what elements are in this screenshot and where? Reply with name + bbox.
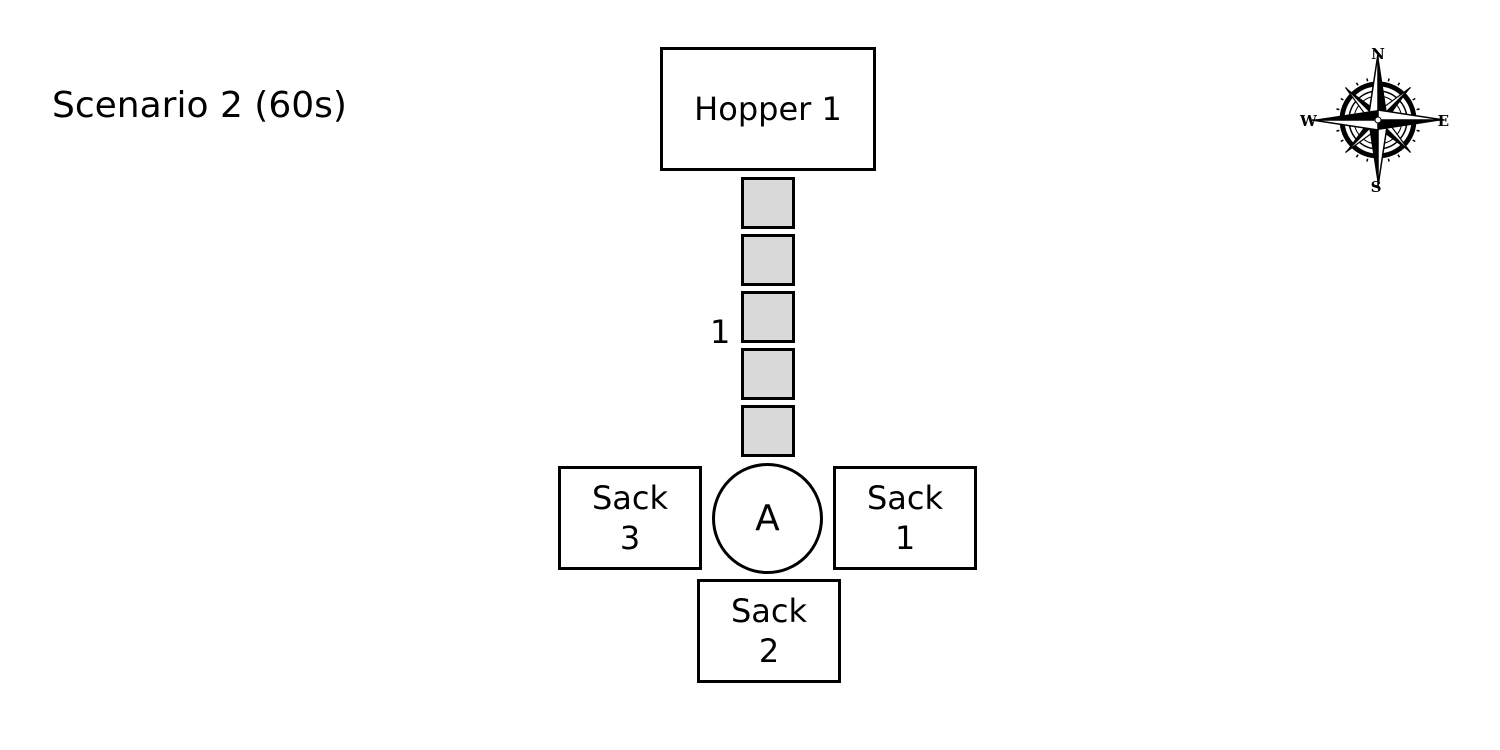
compass-rose-icon: N E S W (1299, 45, 1449, 196)
sack-1-label-line2: 1 (894, 519, 916, 557)
sack-3-label-line1: Sack (591, 479, 669, 517)
sack-3-box: Sack 3 (558, 466, 702, 570)
sack-2-label-line1: Sack (730, 592, 808, 630)
conveyor-cell (741, 291, 795, 343)
conveyor-cell (741, 234, 795, 286)
sack-2-box: Sack 2 (697, 579, 841, 683)
robot-a: A (712, 463, 823, 574)
compass-east-label: E (1438, 112, 1449, 130)
compass-south-label: S (1371, 178, 1382, 196)
robot-label: A (755, 498, 780, 539)
sack-1-label-line1: Sack (866, 479, 944, 517)
sack-3-label-line2: 3 (619, 519, 641, 557)
conveyor (741, 177, 795, 459)
conveyor-cell (741, 177, 795, 229)
compass-west-label: W (1299, 112, 1318, 130)
conveyor-cell (741, 348, 795, 400)
scenario-title: Scenario 2 (60s) (52, 85, 347, 126)
compass-north-label: N (1371, 45, 1385, 63)
conveyor-cell (741, 405, 795, 457)
hopper-label: Hopper 1 (694, 90, 842, 128)
sack-2-label-line2: 2 (758, 632, 780, 670)
hopper-box: Hopper 1 (660, 47, 876, 171)
conveyor-label: 1 (710, 313, 731, 351)
sack-1-box: Sack 1 (833, 466, 977, 570)
